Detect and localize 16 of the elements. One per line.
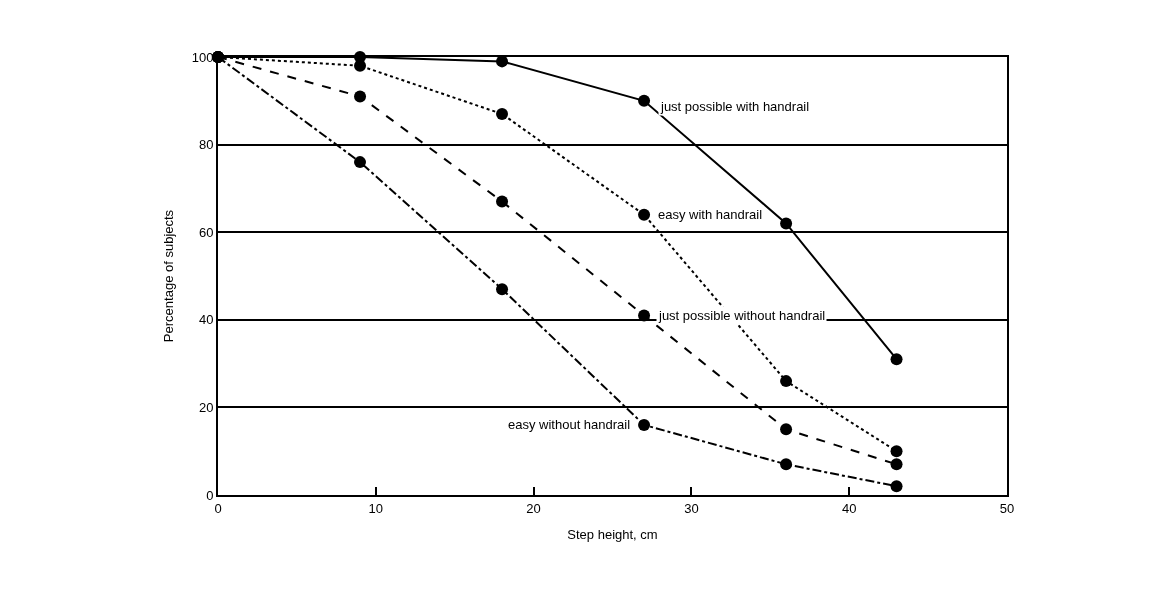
series-label: just possible with handrail	[660, 99, 810, 114]
y-tick-label: 40	[198, 312, 214, 328]
y-tick-label: 60	[198, 224, 214, 240]
y-tick-label: 80	[198, 137, 214, 153]
y-tick-label: 0	[206, 487, 214, 503]
series-label: easy with handrail	[658, 207, 763, 222]
y-tick-label: 20	[198, 399, 214, 415]
x-axis-title: Step height, cm	[567, 526, 658, 542]
y-axis-title: Percentage of subjects	[161, 209, 177, 343]
series-label: just possible without handrail	[658, 308, 826, 323]
x-tick-label: 10	[368, 500, 384, 516]
x-tick-label: 40	[841, 500, 857, 516]
x-tick-label: 30	[684, 500, 699, 516]
series-label: easy without handrail	[508, 417, 631, 432]
x-tick-label: 20	[526, 500, 541, 516]
x-tick-label: 50	[999, 500, 1015, 516]
